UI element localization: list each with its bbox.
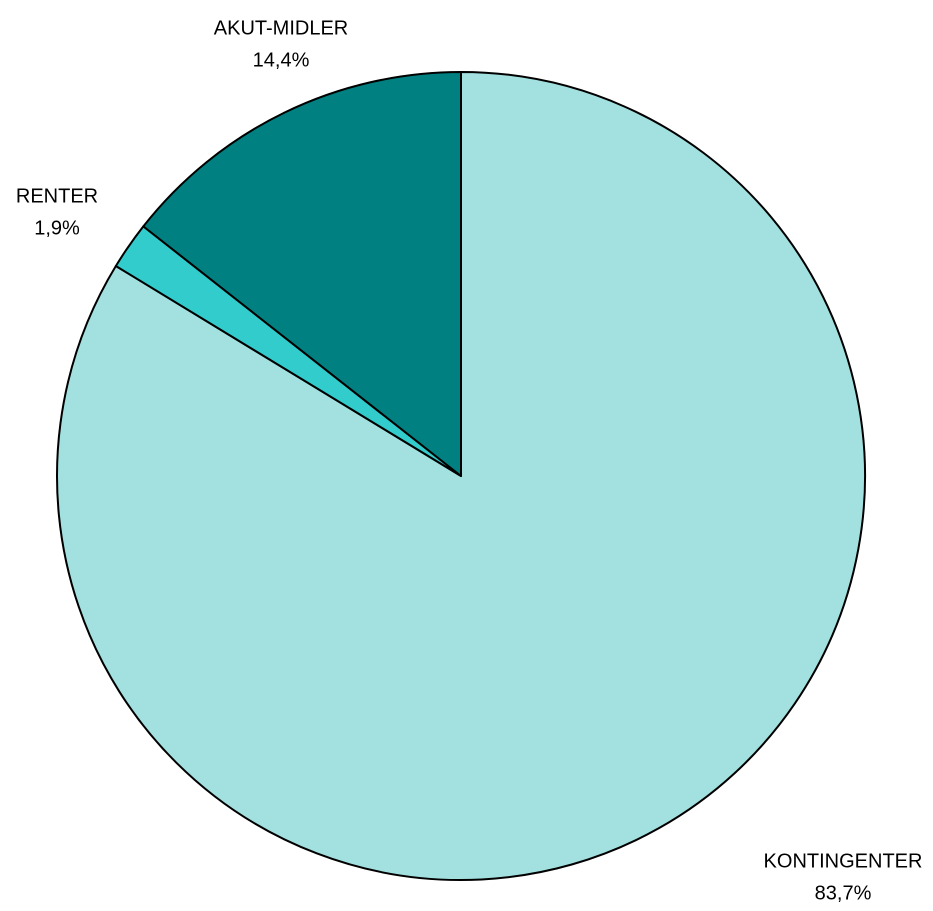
slice-value-label: 1,9% — [34, 217, 80, 239]
slice-label: AKUT-MIDLER — [214, 17, 348, 39]
slice-value-label: 83,7% — [815, 882, 872, 904]
slice-label: KONTINGENTER — [764, 850, 923, 872]
pie-slice — [142, 71, 462, 477]
slice-label: RENTER — [16, 185, 98, 207]
slice-value-label: 14,4% — [253, 49, 310, 71]
